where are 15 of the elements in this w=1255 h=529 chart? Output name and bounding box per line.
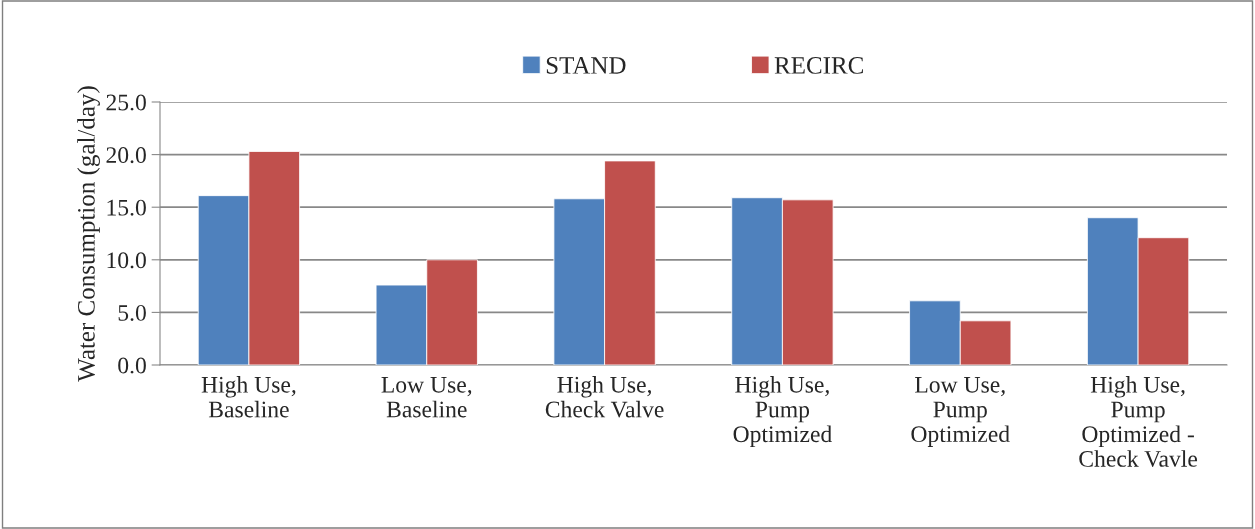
- x-tick-label: Low Use, Pump Optimized: [911, 377, 1010, 447]
- y-tick-label: 0.0: [118, 357, 146, 374]
- y-tick-label: 10.0: [107, 252, 146, 269]
- x-tick-label: Low Use, Baseline: [381, 377, 472, 418]
- x-tick-label: High Use, Pump Optimized: [733, 376, 832, 447]
- y-axis-title: Water Consumption (gal/day): [77, 86, 100, 382]
- x-tick-label: High Use, Pump Optimized - Check Vavle: [1079, 376, 1198, 467]
- x-tick-label: High Use, Check Valve: [545, 376, 664, 418]
- y-tick-label: 20.0: [106, 147, 146, 164]
- y-tick-label: 25.0: [106, 94, 146, 111]
- x-tick-label: High Use, Baseline: [201, 376, 296, 418]
- legend-label: STAND: [546, 57, 626, 74]
- y-tick-label: 5.0: [118, 304, 146, 321]
- y-tick-label: 15.0: [107, 199, 146, 216]
- legend-label: RECIRC: [774, 57, 863, 74]
